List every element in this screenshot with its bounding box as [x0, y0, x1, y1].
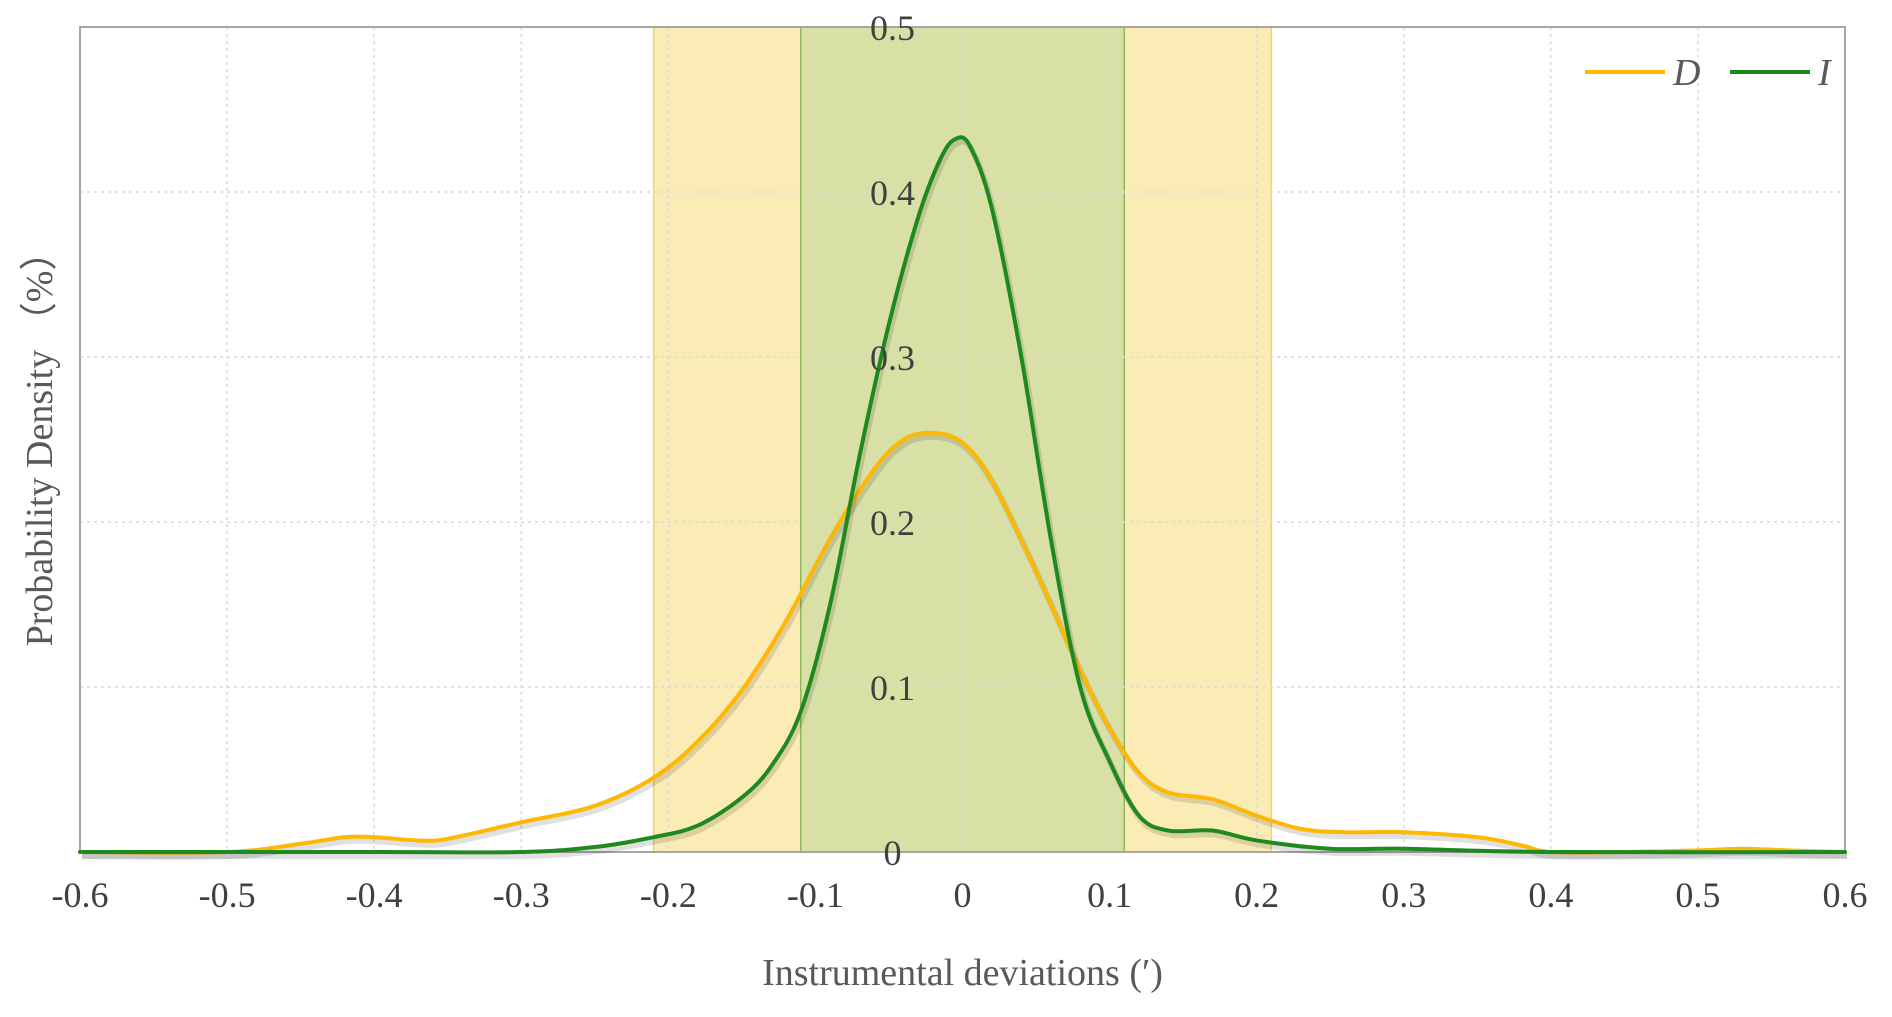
y-tick-label: 0: [884, 833, 902, 873]
legend-label-D: D: [1672, 52, 1700, 94]
x-tick-label: -0.4: [346, 875, 403, 915]
x-axis-title: Instrumental deviations (′): [762, 952, 1163, 994]
x-tick-label: 0.4: [1528, 875, 1573, 915]
series-I-shadow: [82, 138, 1848, 860]
x-tick-label: -0.3: [493, 875, 550, 915]
y-tick-label: 0.1: [870, 668, 915, 708]
x-tick-label: 0.2: [1234, 875, 1279, 915]
x-tick-label: -0.1: [787, 875, 844, 915]
series-lines: [78, 135, 1848, 860]
plot-frame: [79, 26, 1846, 853]
y-tick-labels: 0 0.1 0.2 0.3 0.4 0.5: [870, 8, 915, 873]
x-tick-label: 0.1: [1087, 875, 1132, 915]
y-tick-label: 0.4: [870, 173, 915, 213]
legend-label-I: I: [1817, 52, 1833, 94]
y-tick-label: 0.5: [870, 8, 915, 48]
series-D-line: [78, 430, 1847, 855]
x-tick-labels: -0.6 -0.5 -0.4 -0.3 -0.2 -0.1 0 0.1 0.2 0.3 0.4 0.5…: [52, 875, 1868, 915]
x-tick-label: -0.2: [640, 875, 697, 915]
y-tick-label: 0.2: [870, 503, 915, 543]
x-tick-label: 0.6: [1823, 875, 1868, 915]
y-axis-title: Probability Density （%）: [19, 233, 61, 647]
x-tick-label: -0.6: [52, 875, 109, 915]
y-tick-label: 0.3: [870, 338, 915, 378]
x-tick-label: 0: [954, 875, 972, 915]
series-I-line: [78, 135, 1847, 855]
x-tick-label: 0.5: [1675, 875, 1720, 915]
x-tick-label: -0.5: [199, 875, 256, 915]
x-tick-label: 0.3: [1381, 875, 1426, 915]
